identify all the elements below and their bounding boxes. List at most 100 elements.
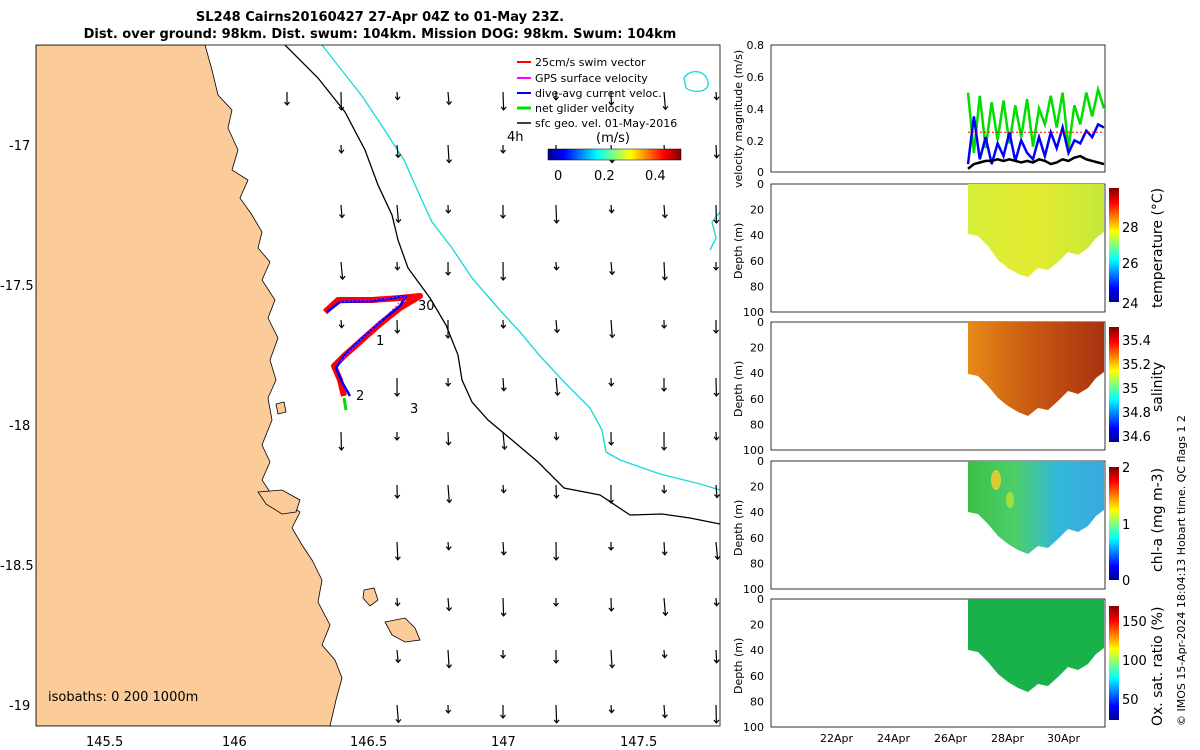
time-tick: 26Apr — [934, 732, 968, 745]
vector-arrow-head — [395, 718, 402, 724]
vector-arrow — [663, 204, 666, 218]
series-line-sfc-geo-vel- — [967, 154, 1105, 170]
time-tick: 24Apr — [877, 732, 911, 745]
vector-arrow-head — [608, 499, 614, 504]
time-axis: 22Apr 24Apr 26Apr 28Apr 30Apr — [820, 732, 1081, 745]
depth-tick-label: 0 — [757, 593, 764, 606]
vector-arrow — [610, 704, 613, 713]
vector-arrow — [663, 91, 667, 110]
vector-arrow-head — [608, 382, 615, 387]
vector-arrow — [715, 541, 719, 560]
vector-arrow — [396, 91, 399, 100]
depth-tick-label: 80 — [750, 695, 764, 708]
depth-tick-label: 40 — [750, 229, 764, 242]
depth-tick-label: 20 — [750, 481, 764, 494]
vector-arrow — [396, 541, 399, 560]
vector-arrow-head — [661, 654, 668, 659]
vector-arrow — [396, 649, 399, 663]
vector-arrow-head — [661, 446, 668, 451]
vector-arrow-head — [713, 436, 720, 441]
vector-arrow-head — [338, 106, 345, 111]
vector-arrow — [610, 649, 613, 668]
map-colorbar — [547, 148, 682, 161]
map-colorbar-tick: 0.4 — [645, 169, 666, 184]
vector-arrow-head — [445, 209, 452, 214]
depth-axis-label: Depth (m) — [732, 638, 745, 694]
velocity-series — [966, 84, 1106, 170]
vector-arrow-head — [446, 607, 453, 612]
island — [275, 401, 287, 415]
day-label: 2 — [356, 389, 364, 404]
vector-arrow — [555, 484, 558, 498]
x-tick-label: 146 — [222, 735, 247, 750]
depth-tick-label: 60 — [750, 255, 764, 268]
isobath-1000m-ring — [683, 71, 709, 93]
vector-arrow-head — [553, 602, 559, 607]
vector-arrow-head — [445, 441, 452, 446]
side-caption: © IMOS 15-Apr-2024 18:04:13 Hobart time.… — [1175, 415, 1188, 726]
map-axes: 145.5 146 146.5 147 147.5 -17 -17.5 -18 … — [0, 139, 657, 750]
vector-arrow-head — [446, 664, 453, 669]
legend-sfc-geo: sfc geo. vel. 01-May-2016 — [535, 117, 677, 130]
vector-arrow — [555, 377, 559, 396]
colorbar-unit: (m/s) — [596, 131, 630, 146]
vector-arrow — [610, 204, 613, 213]
vector-arrow — [663, 541, 666, 555]
vector-arrow — [610, 319, 613, 338]
depth-axis-label: Depth (m) — [732, 500, 745, 556]
vector-arrow-head — [394, 266, 401, 271]
vector-arrow-head — [284, 101, 290, 106]
vector-arrow — [610, 261, 613, 275]
ox-cb-tick: 50 — [1122, 693, 1139, 708]
map-colorbar-tick: 0 — [554, 169, 562, 184]
vector-arrow-head — [394, 602, 401, 607]
salinity-fill — [968, 322, 1104, 416]
x-tick-label: 146.5 — [350, 735, 387, 750]
vector-arrow — [447, 91, 450, 105]
temperature-colorbar — [1109, 188, 1119, 302]
vector-arrow-head — [553, 556, 560, 561]
vector-arrow — [663, 597, 667, 616]
time-tick: 22Apr — [820, 732, 854, 745]
sal-cb-tick: 34.6 — [1122, 430, 1151, 445]
vector-arrow-head — [338, 324, 345, 329]
glider-track-blue — [326, 294, 408, 397]
island — [362, 587, 379, 607]
day-label: 30 — [418, 299, 435, 314]
vector-arrow-head — [661, 489, 668, 494]
vector-arrow-head — [500, 551, 507, 556]
vector-arrow — [340, 204, 343, 218]
vector-arrow-head — [394, 96, 401, 101]
vector-arrow-head — [501, 445, 508, 451]
vector-arrow-head — [338, 149, 345, 154]
section-panels: 28 26 24 temperature (°C) 35.4 35.2 35 3… — [770, 183, 1166, 728]
sal-cb-tick: 34.8 — [1122, 406, 1151, 421]
vel-y-tick: 0.4 — [747, 103, 765, 116]
vector-arrow — [447, 431, 450, 445]
vector-arrow-head — [713, 602, 720, 607]
vector-arrow-head — [446, 159, 453, 164]
vector-arrow-head — [500, 714, 506, 719]
vector-arrow-head — [500, 214, 506, 219]
vector-arrow — [663, 704, 666, 718]
depth-tick-label: 40 — [750, 644, 764, 657]
vel-y-tick: 0 — [757, 166, 764, 179]
vector-arrow-head — [608, 546, 615, 551]
vector-arrow-head — [713, 392, 720, 397]
depth-tick-label: 20 — [750, 204, 764, 217]
vector-arrow-head — [661, 276, 668, 281]
legend-dive-avg: dive-avg current veloc. — [535, 87, 662, 100]
temperature-fill — [968, 184, 1104, 277]
vector-arrow-head — [554, 391, 561, 397]
depth-tick-label: 80 — [750, 418, 764, 431]
depth-axis-label: Depth (m) — [732, 223, 745, 279]
day-label: 3 — [410, 402, 418, 417]
vector-arrow-head — [662, 714, 668, 719]
y-tick-label: -19 — [9, 699, 30, 714]
oxygen-colorbar — [1109, 606, 1119, 720]
vector-arrow-head — [445, 382, 452, 387]
glider-track-magenta — [339, 295, 408, 363]
vector-arrow-head — [445, 709, 452, 714]
y-tick-label: -18.5 — [0, 559, 34, 574]
